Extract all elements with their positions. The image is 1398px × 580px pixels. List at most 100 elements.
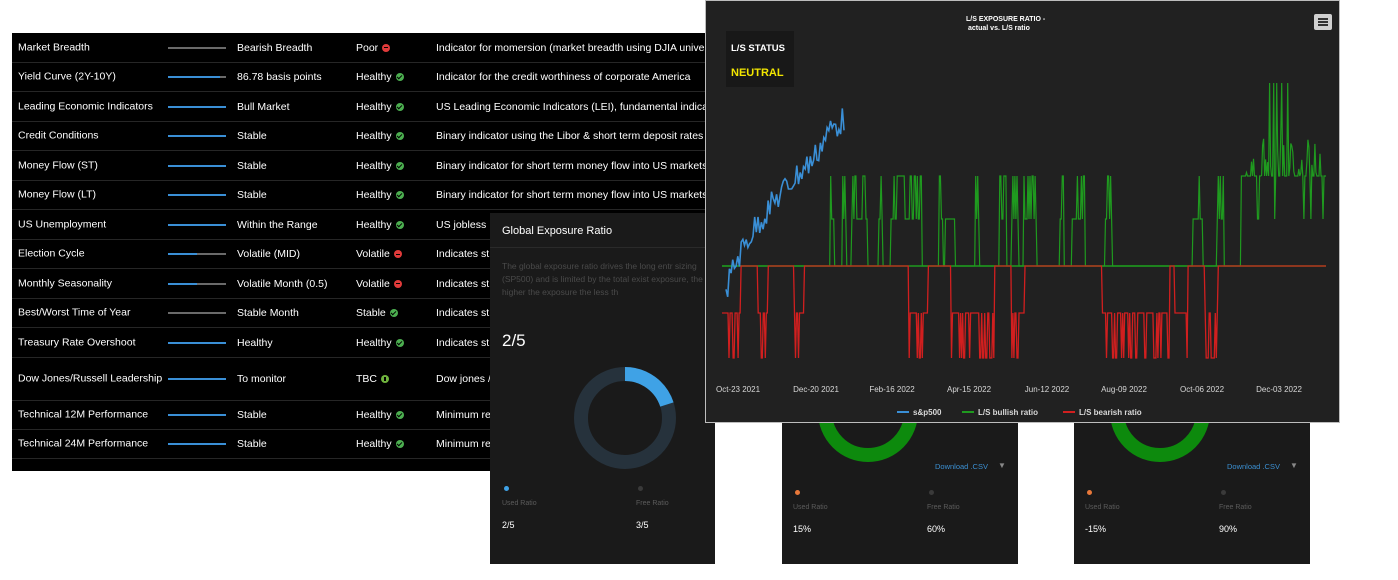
- indicator-value: Stable: [237, 438, 267, 450]
- indicator-value: Stable: [237, 159, 267, 172]
- used-ratio-value: -15%: [1085, 524, 1107, 534]
- legend-label[interactable]: s&p500: [913, 408, 942, 417]
- indicator-level-bar: [168, 223, 226, 226]
- table-row: Yield Curve (2Y-10Y) 86.78 basis points He…: [12, 63, 712, 92]
- free-ratio-label: Free Ratio: [1219, 504, 1252, 511]
- used-ratio-legend-dot: [795, 490, 800, 495]
- hamburger-menu-icon[interactable]: [1314, 14, 1332, 30]
- indicator-name: Leading Economic Indicators: [18, 100, 153, 112]
- indicator-value: 86.78 basis points: [237, 71, 322, 83]
- indicator-level-bar: [168, 312, 226, 314]
- short-exposure-donut: [1111, 422, 1209, 462]
- check-icon: [389, 309, 398, 317]
- indicator-status: Healthy: [356, 160, 404, 172]
- indicator-status: Healthy: [356, 71, 404, 83]
- x-tick-label: Jun-12 2022: [1025, 385, 1070, 394]
- indicator-description: Binary indicator for short term money fl…: [436, 189, 708, 201]
- indicator-status-label: Stable: [356, 307, 386, 319]
- indicator-level-fill: [168, 378, 226, 380]
- indicator-status: Healthy: [356, 189, 404, 201]
- indicator-value: Stable: [237, 130, 267, 142]
- indicator-status: TBC: [356, 373, 389, 385]
- indicator-name: Monthly Seasonality: [18, 277, 112, 289]
- free-ratio-value: 3/5: [636, 520, 649, 530]
- global-exposure-ratio: 2/5: [502, 331, 526, 350]
- download-icon[interactable]: ▼: [1290, 461, 1298, 470]
- x-tick-label: Dec-20 2021: [793, 385, 839, 394]
- warning-icon: [382, 43, 391, 52]
- legend-label[interactable]: L/S bearish ratio: [1079, 408, 1142, 417]
- indicator-name: Technical 12M Performance: [18, 408, 149, 421]
- indicator-level-fill: [168, 76, 221, 78]
- x-tick-label: Aug-09 2022: [1101, 385, 1147, 394]
- used-ratio-legend-dot: [504, 486, 509, 491]
- indicator-description: Indicator for momersion (market breadth …: [436, 41, 712, 54]
- indicator-value: Volatile Month (0.5): [237, 277, 328, 290]
- x-tick-label: Oct-06 2022: [1180, 385, 1225, 394]
- indicator-status-label: Volatile: [356, 277, 390, 290]
- indicator-description: Indicates st: [436, 336, 490, 349]
- indicator-status-label: Healthy: [356, 130, 392, 142]
- table-row: Technical 12M Performance Stable Healthy Mi…: [12, 401, 712, 430]
- ls-exposure-panel: Oct-23 2021 Dec-20 2021 Feb-16 2022 Apr-15 …: [705, 0, 1340, 423]
- indicator-status-label: Poor: [356, 41, 379, 54]
- indicator-name: Yield Curve (2Y-10Y): [18, 70, 116, 83]
- indicator-level-bar: [168, 414, 226, 416]
- indicator-name: Treasury Rate Overshoot: [18, 336, 136, 348]
- indicator-value: Healthy: [237, 336, 273, 349]
- indicator-status-label: Healthy: [356, 218, 392, 231]
- table-row: Best/Worst Time of Year Stable Month Stabl…: [12, 299, 712, 328]
- global-exposure-title: Global Exposure Ratio: [502, 225, 613, 237]
- indicator-level-bar: [168, 194, 226, 196]
- indicator-level-bar: [168, 105, 226, 108]
- indicator-value: Stable: [237, 409, 267, 421]
- table-row: Market Breadth Bearish Breadth Poor Indicat…: [12, 33, 712, 63]
- free-ratio-value: 60%: [927, 524, 946, 534]
- used-ratio-label: Used Ratio: [793, 504, 828, 511]
- table-row: Dow Jones/Russell Leadership To monitor TB…: [12, 358, 712, 401]
- indicator-level-bar: [168, 76, 226, 78]
- free-ratio-legend-dot: [929, 490, 934, 495]
- indicator-level-bar: [168, 378, 226, 380]
- indicator-level-fill: [168, 443, 226, 445]
- free-ratio-label: Free Ratio: [927, 504, 960, 511]
- indicator-value: To monitor: [237, 373, 287, 385]
- indicator-value: Bull Market: [237, 100, 290, 113]
- chart-title: L/S EXPOSURE RATIO - actual vs. L/S rati…: [966, 15, 1106, 33]
- ls-status-value: NEUTRAL: [731, 67, 784, 79]
- check-icon: [395, 102, 404, 111]
- indicator-name: Election Cycle: [18, 247, 85, 260]
- free-ratio-legend-dot: [638, 486, 643, 491]
- download-icon[interactable]: ▼: [998, 461, 1006, 470]
- indicator-status: Volatile: [356, 248, 402, 260]
- check-icon: [395, 191, 404, 199]
- indicator-name: Dow Jones/Russell Leadership: [18, 372, 163, 385]
- download-csv-link[interactable]: Download .CSV: [935, 462, 988, 471]
- x-tick-label: Dec-03 2022: [1256, 385, 1302, 394]
- donut-used-segment: [574, 367, 676, 469]
- download-csv-link[interactable]: Download .CSV: [1227, 462, 1280, 471]
- free-ratio-value: 90%: [1219, 524, 1238, 534]
- indicator-description: Indicator for the credit worthiness of c…: [436, 71, 691, 83]
- indicator-status: Poor: [356, 41, 391, 54]
- x-tick-label: Feb-16 2022: [869, 385, 915, 394]
- indicator-name: Money Flow (LT): [18, 188, 96, 201]
- indicator-value: Within the Range: [237, 218, 318, 231]
- ls-exposure-chart: Oct-23 2021 Dec-20 2021 Feb-16 2022 Apr-15 …: [716, 82, 1326, 417]
- indicator-level-bar: [168, 135, 226, 137]
- used-ratio-value: 2/5: [502, 520, 515, 530]
- x-tick-label: Apr-15 2022: [947, 385, 992, 394]
- indicator-level-fill: [168, 414, 226, 416]
- used-ratio-label: Used Ratio: [502, 500, 537, 507]
- ls-status-box: L/S STATUS NEUTRAL: [726, 31, 794, 87]
- indicator-status: Healthy: [356, 101, 404, 113]
- indicator-level-fill: [168, 194, 226, 196]
- panel-divider: [490, 247, 715, 248]
- indicator-description: US Leading Economic Indicators (LEI), fu…: [436, 100, 712, 113]
- long-exposure-donut: [819, 422, 917, 462]
- indicator-name: US Unemployment: [18, 218, 107, 230]
- legend-label[interactable]: L/S bullish ratio: [978, 408, 1038, 417]
- chart-title-line-2: actual vs. L/S ratio: [968, 25, 1030, 32]
- indicator-name: Money Flow (ST): [18, 159, 98, 171]
- indicator-name: Market Breadth: [18, 41, 90, 53]
